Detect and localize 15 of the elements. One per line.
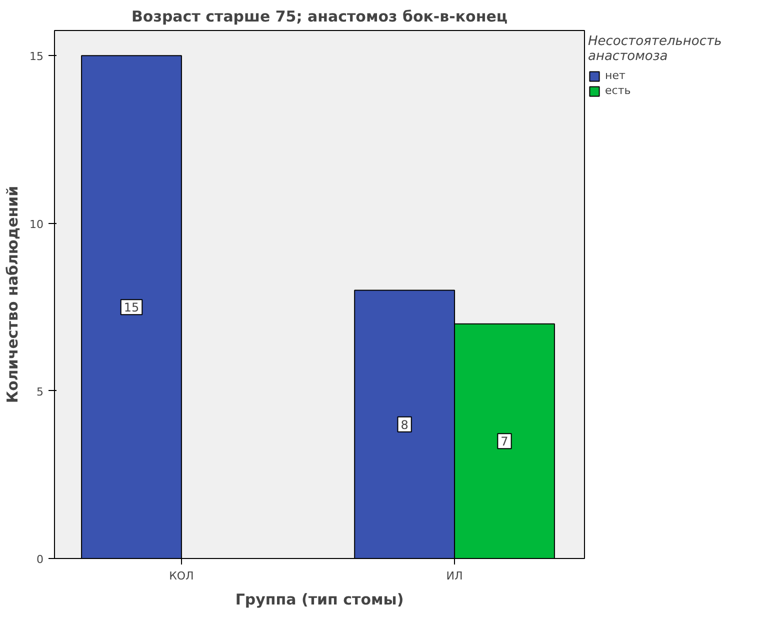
legend-label: есть <box>605 84 631 97</box>
y-tick-label: 15 <box>30 50 44 64</box>
x-axis-title: Группа (тип стомы) <box>235 590 404 608</box>
legend-label: нет <box>605 69 626 82</box>
data-label: 7 <box>500 434 508 449</box>
x-tick-label: КОЛ <box>169 570 194 582</box>
y-tick-label: 0 <box>36 553 44 566</box>
chart-title: Возраст старше 75; анастомоз бок-в-конец <box>131 8 508 26</box>
data-label: 8 <box>400 418 408 432</box>
y-axis-title: Количество наблюдений <box>4 186 22 404</box>
x-tick-label: ИЛ <box>446 570 463 582</box>
y-tick-label: 5 <box>36 385 44 398</box>
data-label: 15 <box>124 300 140 315</box>
y-tick-label: 10 <box>30 218 44 231</box>
legend-title: Несостоятельность анастомоза <box>588 34 722 64</box>
